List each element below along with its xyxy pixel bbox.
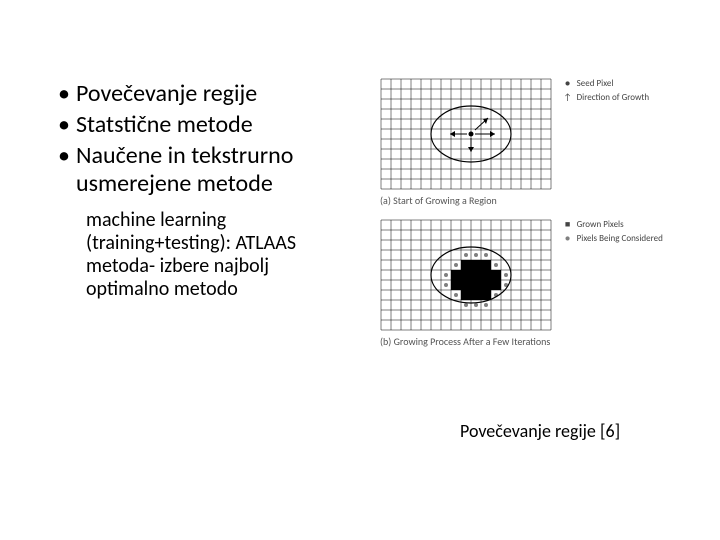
sub-text: machine learning (training+testing): ATL… (86, 209, 346, 301)
legend-considered-label: Pixels Being Considered (577, 233, 663, 244)
bullet-item-3: Naučene in tekstrurno usmerejene metode (58, 142, 358, 200)
figure-reference-caption: Povečevanje regije [6] (460, 420, 620, 442)
figure-a: ● Seed Pixel ↑ Direction of Growth (a) S… (380, 78, 700, 207)
figure-b: ■ Grown Pixels ● Pixels Being Considered… (380, 219, 700, 348)
bullet-item-1: Povečevanje regije (58, 80, 358, 109)
figure-b-legend: ■ Grown Pixels ● Pixels Being Considered (562, 219, 663, 247)
legend-direction-label: Direction of Growth (577, 92, 650, 103)
legend-considered: ● Pixels Being Considered (562, 233, 663, 244)
figure-b-grid (380, 219, 552, 331)
figure-a-legend: ● Seed Pixel ↑ Direction of Growth (562, 78, 650, 106)
legend-seed: ● Seed Pixel (562, 78, 650, 89)
legend-grown-label: Grown Pixels (577, 219, 624, 230)
left-column: Povečevanje regije Statstične metode Nau… (58, 80, 358, 301)
legend-grown: ■ Grown Pixels (562, 219, 663, 230)
ring-pixel-icon: ● (562, 233, 574, 244)
seed-pixel-icon: ● (562, 78, 574, 89)
figure-a-caption: (a) Start of Growing a Region (380, 194, 700, 207)
legend-direction: ↑ Direction of Growth (562, 92, 650, 103)
bullet-list: Povečevanje regije Statstične metode Nau… (58, 80, 358, 199)
grown-pixel-icon: ■ (562, 219, 574, 230)
bullet-item-2: Statstične metode (58, 111, 358, 140)
arrow-icon: ↑ (562, 92, 574, 103)
figures-column: ● Seed Pixel ↑ Direction of Growth (a) S… (380, 78, 700, 360)
slide: Povečevanje regije Statstične metode Nau… (0, 0, 720, 540)
figure-a-grid (380, 78, 552, 190)
legend-seed-label: Seed Pixel (577, 78, 614, 89)
figure-b-caption: (b) Growing Process After a Few Iteratio… (380, 335, 700, 348)
